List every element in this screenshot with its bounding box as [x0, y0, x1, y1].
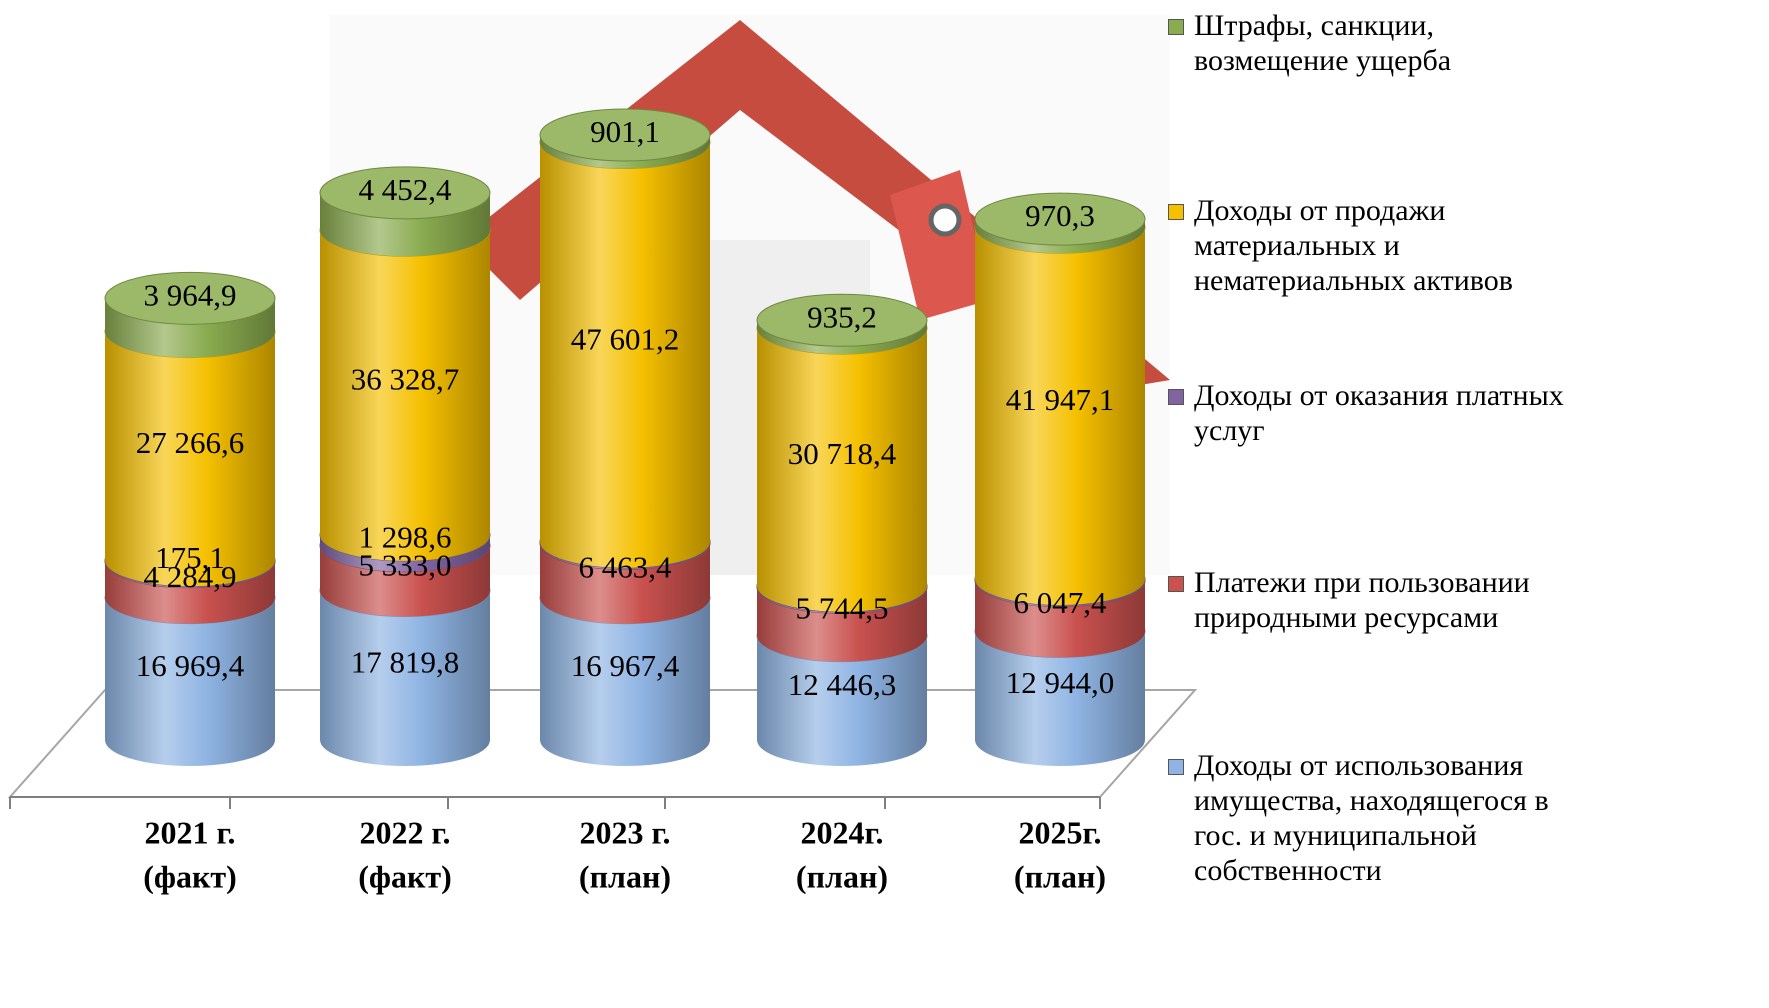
x-tick-label: (план): [579, 858, 671, 894]
data-label: 5 333,0: [359, 547, 452, 582]
data-label: 12 944,0: [1006, 665, 1115, 700]
data-label: 175,1: [155, 540, 225, 575]
data-label: 36 328,7: [351, 362, 460, 397]
segment: [320, 230, 490, 535]
data-label: 12 446,3: [788, 667, 897, 702]
house-tag: [890, 170, 990, 320]
legend-swatch: [1168, 389, 1184, 405]
segment-top: [756, 293, 928, 347]
legend-label: Штрафы, санкции, возмещение ущерба: [1194, 9, 1452, 77]
segment-top: [104, 271, 276, 325]
legend-item: Доходы от оказания платных услуг: [1168, 378, 1568, 448]
data-label: 5 744,5: [796, 591, 889, 626]
segment-top: [539, 108, 711, 162]
segment-top: [974, 192, 1146, 246]
data-label: 3 964,9: [144, 277, 237, 312]
legend-item: Платежи при пользовании природными ресур…: [1168, 565, 1568, 635]
data-label: 16 967,4: [571, 648, 680, 683]
data-label: 4 452,4: [359, 172, 453, 207]
legend-swatch: [1168, 759, 1184, 775]
legend-item: Доходы от использования имущества, наход…: [1168, 748, 1568, 888]
x-tick-label: 2024г.: [801, 814, 884, 850]
segment: [757, 328, 927, 586]
x-tick-label: (факт): [358, 858, 452, 894]
data-label: 41 947,1: [1006, 382, 1115, 417]
data-label: 27 266,6: [136, 425, 245, 460]
data-label: 970,3: [1025, 198, 1095, 233]
x-tick-label: (факт): [143, 858, 237, 894]
segment: [540, 142, 710, 542]
data-label: 30 718,4: [788, 436, 897, 471]
segment-top: [319, 166, 491, 220]
segment: [975, 227, 1145, 580]
legend: Доходы от использования имущества, наход…: [1168, 0, 1768, 1008]
data-label: 16 969,4: [136, 648, 245, 683]
x-tick-label: 2021 г.: [145, 814, 236, 850]
legend-item: Доходы от продажи материальных и нематер…: [1168, 193, 1568, 298]
legend-swatch: [1168, 19, 1184, 35]
legend-swatch: [1168, 204, 1184, 220]
x-tick-label: 2022 г.: [360, 814, 451, 850]
data-label: 17 819,8: [351, 644, 460, 679]
data-label: 901,1: [590, 114, 660, 149]
x-tick-label: (план): [1014, 858, 1106, 894]
legend-label: Платежи при пользовании природными ресур…: [1194, 566, 1530, 634]
data-label: 935,2: [807, 299, 877, 334]
data-label: 6 047,4: [1014, 585, 1108, 620]
x-tick-label: 2023 г.: [580, 814, 671, 850]
segment: [105, 331, 275, 561]
legend-label: Доходы от оказания платных услуг: [1194, 379, 1564, 447]
legend-item: Штрафы, санкции, возмещение ущерба: [1168, 8, 1568, 78]
legend-swatch: [1168, 576, 1184, 592]
data-label: 6 463,4: [579, 550, 673, 585]
x-tick-label: (план): [796, 858, 888, 894]
data-label: 1 298,6: [359, 519, 452, 554]
legend-label: Доходы от использования имущества, наход…: [1194, 749, 1549, 887]
data-label: 47 601,2: [571, 321, 680, 356]
x-tick-label: 2025г.: [1019, 814, 1102, 850]
legend-label: Доходы от продажи материальных и нематер…: [1194, 194, 1513, 297]
house-tag-hole: [928, 203, 962, 237]
data-label: 4 284,9: [144, 559, 237, 594]
